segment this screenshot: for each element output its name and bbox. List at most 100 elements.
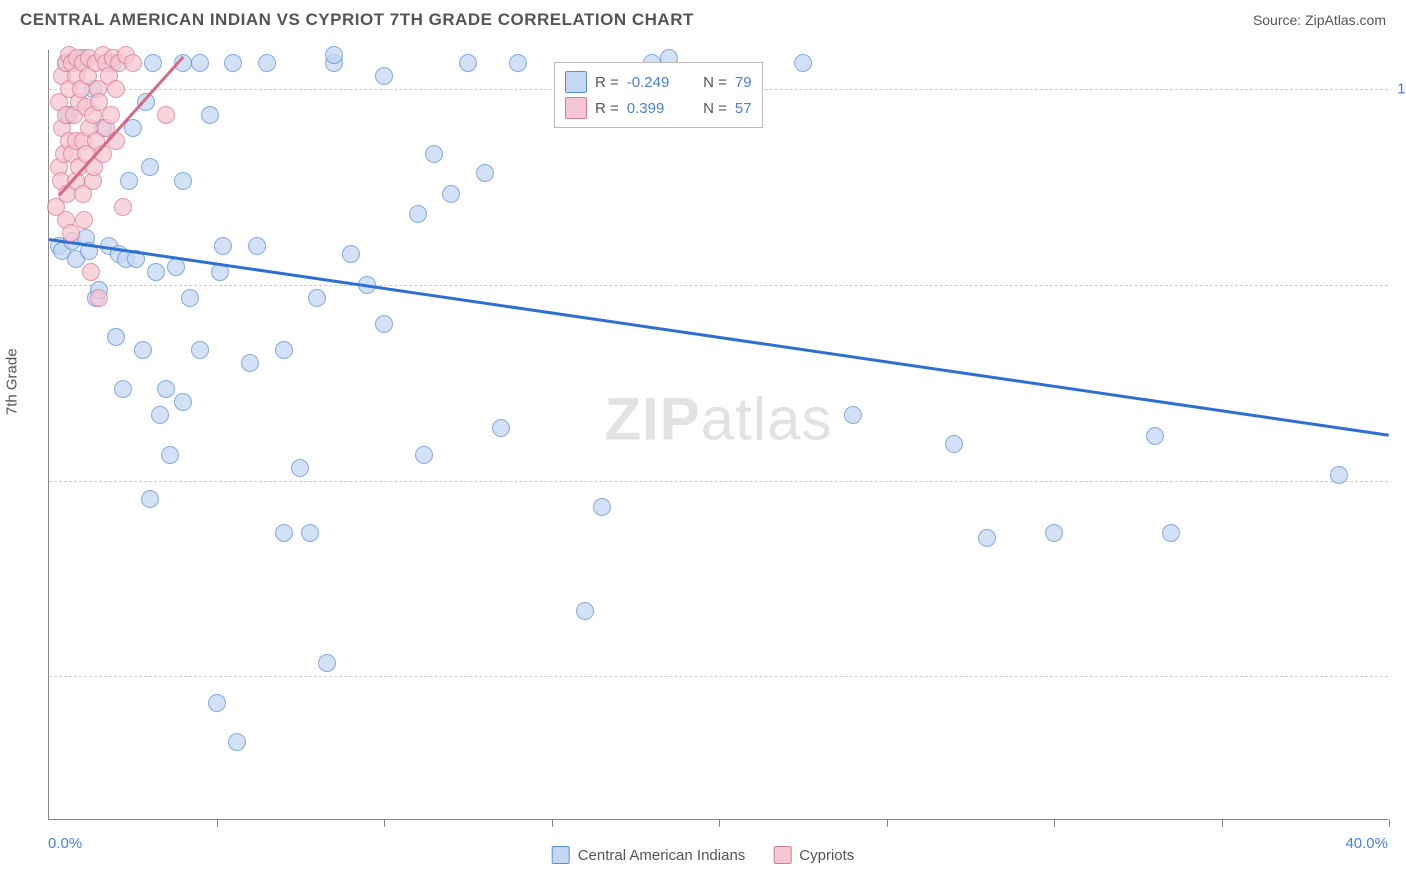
x-tick — [1054, 819, 1055, 827]
scatter-point — [509, 54, 527, 72]
scatter-point — [291, 459, 309, 477]
scatter-point — [794, 54, 812, 72]
scatter-point — [191, 54, 209, 72]
scatter-point — [124, 54, 142, 72]
scatter-point — [415, 446, 433, 464]
gridline — [49, 285, 1388, 286]
legend-swatch — [565, 71, 587, 93]
legend-r-value: 0.399 — [627, 100, 687, 117]
watermark: ZIPatlas — [604, 385, 832, 454]
legend-r-label: R = — [595, 74, 619, 91]
scatter-point — [228, 733, 246, 751]
scatter-point — [301, 524, 319, 542]
legend-n-value: 57 — [735, 100, 752, 117]
scatter-point — [241, 354, 259, 372]
scatter-point — [425, 145, 443, 163]
legend-n-label: N = — [695, 74, 727, 91]
scatter-point — [191, 341, 209, 359]
x-tick — [384, 819, 385, 827]
scatter-point — [325, 46, 343, 64]
scatter-point — [102, 106, 120, 124]
x-tick — [887, 819, 888, 827]
scatter-point — [459, 54, 477, 72]
scatter-point — [576, 602, 594, 620]
scatter-point — [214, 237, 232, 255]
scatter-point — [492, 419, 510, 437]
bottom-legend-item: Cypriots — [773, 846, 854, 864]
scatter-point — [275, 524, 293, 542]
legend-swatch — [552, 846, 570, 864]
scatter-point — [476, 164, 494, 182]
stats-legend: R = -0.249 N = 79R = 0.399 N = 57 — [554, 62, 763, 128]
plot-area: ZIPatlas 77.5%85.0%92.5%100.0%R = -0.249… — [48, 50, 1388, 820]
gridline — [49, 676, 1388, 677]
legend-label: Cypriots — [799, 847, 854, 864]
scatter-point — [258, 54, 276, 72]
scatter-point — [409, 205, 427, 223]
x-tick — [1222, 819, 1223, 827]
legend-n-label: N = — [695, 100, 727, 117]
chart-header: CENTRAL AMERICAN INDIAN VS CYPRIOT 7TH G… — [0, 0, 1406, 35]
x-tick — [719, 819, 720, 827]
scatter-point — [978, 529, 996, 547]
scatter-point — [157, 380, 175, 398]
scatter-point — [375, 67, 393, 85]
scatter-point — [1045, 524, 1063, 542]
scatter-point — [1330, 466, 1348, 484]
scatter-point — [62, 224, 80, 242]
scatter-point — [275, 341, 293, 359]
scatter-point — [90, 289, 108, 307]
scatter-point — [141, 158, 159, 176]
scatter-point — [375, 315, 393, 333]
scatter-point — [945, 435, 963, 453]
scatter-point — [151, 406, 169, 424]
scatter-point — [318, 654, 336, 672]
x-tick — [552, 819, 553, 827]
bottom-legend: Central American Indians Cypriots — [552, 846, 855, 864]
scatter-point — [224, 54, 242, 72]
scatter-point — [120, 172, 138, 190]
chart-source: Source: ZipAtlas.com — [1253, 12, 1386, 28]
scatter-point — [114, 380, 132, 398]
scatter-point — [248, 237, 266, 255]
scatter-point — [134, 341, 152, 359]
stats-legend-row: R = 0.399 N = 57 — [565, 95, 752, 121]
scatter-point — [144, 54, 162, 72]
scatter-point — [593, 498, 611, 516]
scatter-point — [342, 245, 360, 263]
chart-title: CENTRAL AMERICAN INDIAN VS CYPRIOT 7TH G… — [20, 10, 694, 30]
scatter-point — [75, 211, 93, 229]
scatter-point — [124, 119, 142, 137]
stats-legend-row: R = -0.249 N = 79 — [565, 69, 752, 95]
scatter-point — [114, 198, 132, 216]
scatter-point — [107, 328, 125, 346]
scatter-point — [208, 694, 226, 712]
y-axis-title: 7th Grade — [4, 348, 21, 415]
trendline — [49, 238, 1389, 436]
legend-r-value: -0.249 — [627, 74, 687, 91]
gridline — [49, 481, 1388, 482]
scatter-point — [147, 263, 165, 281]
scatter-point — [844, 406, 862, 424]
x-tick — [217, 819, 218, 827]
scatter-point — [1146, 427, 1164, 445]
x-axis-max-label: 40.0% — [1345, 835, 1388, 852]
scatter-point — [107, 80, 125, 98]
scatter-point — [442, 185, 460, 203]
y-tick-label: 100.0% — [1397, 81, 1406, 98]
legend-swatch — [565, 97, 587, 119]
scatter-point — [82, 263, 100, 281]
x-axis-min-label: 0.0% — [48, 835, 82, 852]
scatter-point — [308, 289, 326, 307]
scatter-point — [1162, 524, 1180, 542]
legend-r-label: R = — [595, 100, 619, 117]
legend-label: Central American Indians — [578, 847, 746, 864]
scatter-point — [181, 289, 199, 307]
scatter-point — [161, 446, 179, 464]
scatter-point — [174, 172, 192, 190]
legend-n-value: 79 — [735, 74, 752, 91]
x-tick — [1389, 819, 1390, 827]
scatter-point — [174, 393, 192, 411]
scatter-point — [201, 106, 219, 124]
scatter-point — [141, 490, 159, 508]
